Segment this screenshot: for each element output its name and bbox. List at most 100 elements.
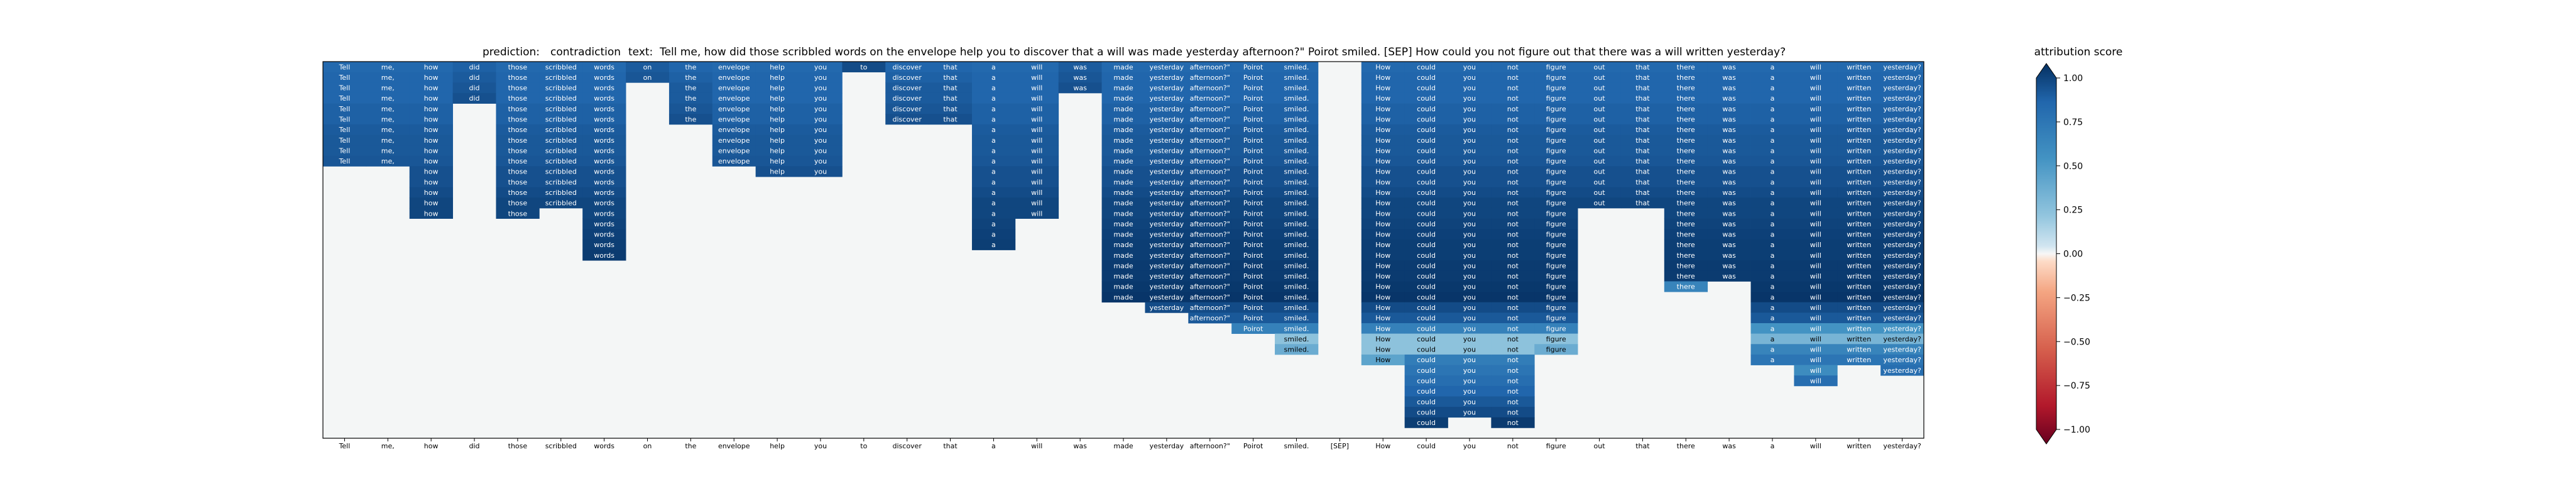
heatmap-cell xyxy=(842,62,886,73)
x-tick-label: words xyxy=(594,442,614,450)
heatmap-cell-token: afternoon?" xyxy=(1190,241,1230,249)
heatmap-cell xyxy=(1880,124,1924,135)
heatmap-cell-token: a xyxy=(1771,241,1775,249)
heatmap-cell xyxy=(1534,250,1578,261)
heatmap-cell xyxy=(409,166,453,177)
heatmap-cell-token: yesterday? xyxy=(1883,231,1921,239)
heatmap-cell-token: yesterday? xyxy=(1883,209,1921,218)
heatmap-cell-token: will xyxy=(1031,74,1042,82)
heatmap-cell xyxy=(1188,62,1232,73)
heatmap-cell xyxy=(409,82,453,94)
heatmap-cell xyxy=(1448,145,1492,157)
heatmap-cell xyxy=(1880,344,1924,355)
heatmap-cell xyxy=(1491,103,1535,114)
heatmap-cell xyxy=(1750,229,1794,240)
heatmap-cell-token: yesterday? xyxy=(1883,178,1921,186)
heatmap-cell-token: written xyxy=(1847,178,1871,186)
x-tick-label: how xyxy=(424,442,439,450)
heatmap-cell xyxy=(1015,72,1059,83)
heatmap-cell xyxy=(1101,166,1145,177)
heatmap-cell-token: me, xyxy=(381,126,395,134)
heatmap-cell-token: could xyxy=(1417,189,1436,197)
heatmap-cell-token: you xyxy=(1463,408,1476,416)
heatmap-cell xyxy=(1188,302,1232,313)
heatmap-cell xyxy=(1491,354,1535,365)
heatmap-cell xyxy=(1404,385,1448,397)
heatmap-cell-token: How xyxy=(1375,272,1390,280)
heatmap-cell-token: will xyxy=(1031,116,1042,124)
heatmap-cell xyxy=(409,92,453,104)
heatmap-cell-token: there xyxy=(1677,189,1695,197)
heatmap-cell-token: that xyxy=(1635,74,1650,82)
heatmap-cell-token: made xyxy=(1113,189,1133,197)
heatmap-cell-token: afternoon?" xyxy=(1190,304,1230,312)
heatmap-cell xyxy=(1275,187,1319,198)
heatmap-cell xyxy=(1534,114,1578,125)
heatmap-cell-token: yesterday xyxy=(1150,252,1184,260)
heatmap-cell-token: How xyxy=(1375,116,1390,124)
heatmap-cell xyxy=(1404,114,1448,125)
heatmap-cell xyxy=(1404,323,1448,334)
heatmap-cell-token: envelope xyxy=(718,105,750,113)
heatmap-cell xyxy=(1880,197,1924,209)
heatmap-cell xyxy=(1404,250,1448,261)
heatmap-cell xyxy=(1448,375,1492,387)
title-text-label: text: xyxy=(628,46,653,58)
heatmap-cell xyxy=(539,82,583,94)
heatmap-cell xyxy=(1837,135,1881,146)
heatmap-cell xyxy=(1145,103,1189,114)
heatmap-cell xyxy=(1404,396,1448,407)
heatmap-cell-token: yesterday xyxy=(1150,220,1184,228)
heatmap-cell xyxy=(1794,177,1838,188)
heatmap-cell-token: yesterday? xyxy=(1883,84,1921,92)
heatmap-cell xyxy=(1404,62,1448,73)
heatmap-cell-token: you xyxy=(1463,74,1476,82)
heatmap-cell xyxy=(1188,260,1232,272)
heatmap-cell xyxy=(366,135,410,146)
heatmap-cell xyxy=(1707,155,1751,167)
heatmap-cell-token: smiled. xyxy=(1284,136,1309,145)
heatmap-cell-token: afternoon?" xyxy=(1190,116,1230,124)
heatmap-cell xyxy=(1145,239,1189,250)
heatmap-cell-token: how xyxy=(424,209,439,218)
heatmap-cell-token: Poirot xyxy=(1243,157,1263,165)
heatmap-cell-token: will xyxy=(1810,272,1821,280)
heatmap-cell-token: afternoon?" xyxy=(1190,94,1230,102)
heatmap-cell xyxy=(1620,135,1665,146)
heatmap-cell xyxy=(1231,239,1275,250)
heatmap-cell-token: out xyxy=(1594,94,1606,102)
heatmap-cell-token: a xyxy=(1771,335,1775,343)
heatmap-cell xyxy=(1837,187,1881,198)
heatmap-cell-token: envelope xyxy=(718,94,750,102)
heatmap-cell xyxy=(1880,103,1924,114)
heatmap-cell xyxy=(971,124,1016,135)
heatmap-cell-token: you xyxy=(1463,367,1476,375)
x-tick-label: made xyxy=(1113,442,1133,450)
heatmap-cell xyxy=(1448,72,1492,83)
heatmap-cell-token: those xyxy=(508,94,528,102)
heatmap-cell xyxy=(1794,197,1838,209)
heatmap-cell xyxy=(1404,166,1448,177)
heatmap-cell xyxy=(323,155,367,167)
heatmap-cell xyxy=(496,135,540,146)
heatmap-cell xyxy=(366,114,410,125)
heatmap-cell-token: out xyxy=(1594,178,1606,186)
colorbar-tick-label: 0.50 xyxy=(2063,162,2083,172)
heatmap-cell xyxy=(1188,103,1232,114)
heatmap-cell xyxy=(1534,82,1578,94)
heatmap-cell xyxy=(1448,354,1492,365)
heatmap-cell-token: scribbled xyxy=(545,157,577,165)
heatmap-cell xyxy=(1880,239,1924,250)
heatmap-cell-token: not xyxy=(1507,377,1519,385)
heatmap-cell-token: Tell xyxy=(339,126,351,134)
heatmap-cell xyxy=(1188,92,1232,104)
heatmap-cell-token: yesterday xyxy=(1150,209,1184,218)
heatmap-cell xyxy=(539,177,583,188)
heatmap-cell-token: afternoon?" xyxy=(1190,272,1230,280)
heatmap-cell-token: afternoon?" xyxy=(1190,189,1230,197)
heatmap-cell xyxy=(1534,177,1578,188)
heatmap-cell-token: not xyxy=(1507,314,1519,323)
heatmap-cell xyxy=(1361,124,1405,135)
heatmap-cell-token: How xyxy=(1375,157,1390,165)
